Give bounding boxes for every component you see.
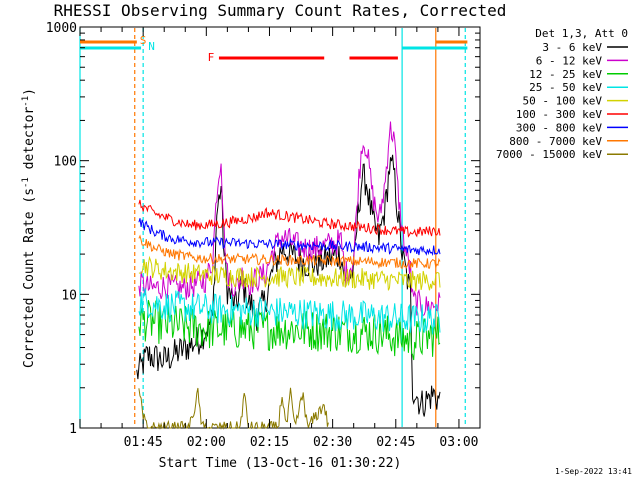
series-line-5 — [138, 255, 441, 292]
y-axis-label-end: ) — [22, 88, 37, 96]
legend-label-5: 50 - 100 keV — [523, 95, 603, 108]
y-tick-label: 1 — [69, 422, 77, 437]
y-tick-label: 100 — [54, 155, 77, 170]
legend-label-8: 800 - 7000 keV — [509, 135, 602, 148]
x-tick-label: 01:45 — [124, 435, 163, 450]
series-line-3 — [138, 299, 441, 361]
y-axis-label-sup2: -1 — [21, 96, 31, 107]
legend-header: Det 1,3, Att 0 — [535, 27, 628, 40]
timestamp: 1-Sep-2022 13:41 — [555, 467, 632, 476]
y-axis-label-sup1: -1 — [21, 177, 31, 188]
x-tick-label: 02:15 — [250, 435, 289, 450]
x-tick-label: 02:00 — [187, 435, 226, 450]
x-tick-label: 02:45 — [376, 435, 415, 450]
series-line-4 — [138, 288, 441, 335]
y-axis-label-main: Corrected Count Rate (s — [22, 188, 37, 368]
legend-label-2: 6 - 12 keV — [536, 54, 603, 67]
y-tick-labels: 1 10 100 1000 — [46, 21, 480, 437]
legend-label-9: 7000 - 15000 keV — [496, 148, 602, 161]
y-axis-label: Corrected Count Rate (s-1 detector-1) — [21, 88, 37, 368]
x-axis-label: Start Time (13-Oct-16 01:30:22) — [159, 456, 402, 471]
legend-label-7: 300 - 800 keV — [516, 121, 602, 134]
s-annotation: S — [140, 34, 147, 47]
n-annotation: N — [148, 40, 155, 53]
legend-label-1: 3 - 6 keV — [542, 41, 602, 54]
f-annotation: F — [208, 51, 215, 64]
x-tick-labels: 01:45 02:00 02:15 02:30 02:45 03:00 — [79, 27, 481, 450]
series-line-8 — [138, 234, 441, 270]
series-line-2 — [138, 121, 441, 316]
legend-label-6: 100 - 300 keV — [516, 108, 602, 121]
series-line-7 — [138, 218, 441, 256]
y-axis-label-mid: detector — [22, 107, 37, 178]
series-line-9 — [138, 387, 329, 430]
x-tick-label: 02:30 — [313, 435, 352, 450]
legend-label-3: 12 - 25 keV — [529, 68, 602, 81]
legend-label-4: 25 - 50 keV — [529, 81, 602, 94]
y-tick-label: 1000 — [46, 21, 77, 36]
series-line-6 — [138, 199, 441, 238]
y-tick-label: 10 — [61, 288, 77, 303]
x-tick-label: 03:00 — [439, 435, 478, 450]
plot-area: S N F — [79, 26, 481, 430]
svg-text:Corrected Count Rate (s-1 dete: Corrected Count Rate (s-1 detector-1) — [21, 88, 37, 368]
chart-title: RHESSI Observing Summary Count Rates, Co… — [54, 1, 507, 20]
